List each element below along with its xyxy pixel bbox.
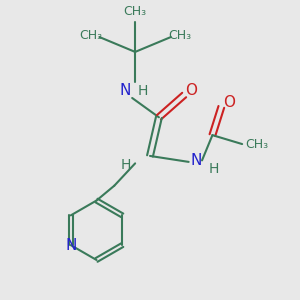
Text: CH₃: CH₃	[124, 5, 147, 18]
Text: O: O	[186, 83, 198, 98]
Text: O: O	[223, 95, 235, 110]
Text: H: H	[137, 84, 148, 98]
Text: N: N	[65, 238, 76, 253]
Text: N: N	[190, 153, 202, 168]
Text: CH₃: CH₃	[245, 138, 268, 151]
Text: H: H	[121, 158, 131, 172]
Text: CH₃: CH₃	[79, 29, 102, 42]
Text: H: H	[209, 162, 219, 176]
Text: N: N	[119, 83, 130, 98]
Text: CH₃: CH₃	[168, 29, 191, 42]
